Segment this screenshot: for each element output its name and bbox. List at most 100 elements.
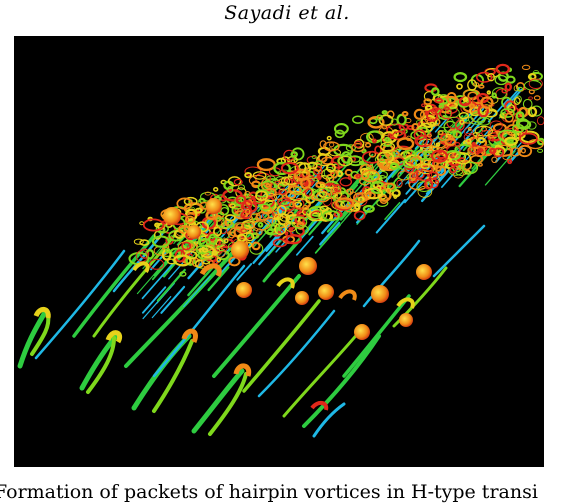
vortex-fragment — [272, 238, 288, 248]
vortex-fragment — [242, 199, 253, 210]
vortex-fragment — [323, 141, 340, 152]
vortex-fragment — [459, 119, 465, 125]
vortex-fragment — [360, 132, 374, 143]
vortex-fragment — [349, 155, 361, 163]
vortex-fragment — [285, 233, 303, 245]
vortex-fragment — [444, 106, 450, 111]
vortex-fragment — [477, 136, 486, 144]
vortex-fragment — [512, 123, 525, 133]
vortex-fragment — [528, 78, 543, 89]
vortex-fragment — [208, 233, 218, 245]
vortex-fragment — [527, 106, 538, 118]
vortex-fragment — [389, 162, 399, 170]
vortex-fragment — [382, 182, 395, 191]
vortex-leg — [208, 372, 248, 436]
vortex-fragment — [475, 71, 493, 83]
vortex-fragment — [480, 96, 494, 109]
hairpin-head — [236, 282, 252, 298]
vortex-fragment — [415, 170, 425, 180]
vortex-streak — [258, 239, 281, 266]
vortex-fragment — [293, 171, 305, 182]
vortex-fragment — [504, 136, 519, 147]
vortex-fragment — [497, 129, 518, 142]
vortex-streak — [187, 263, 217, 297]
vortex-leg — [30, 314, 51, 356]
vortex-fragment — [283, 149, 296, 161]
vortex-fragment — [458, 112, 470, 120]
vortex-fragment — [513, 97, 521, 105]
vortex-leg — [302, 334, 381, 428]
vortex-fragment — [339, 177, 353, 187]
vortex-streak — [308, 218, 324, 236]
vortex-fragment — [220, 206, 229, 216]
vortex-fragment — [284, 231, 289, 236]
hairpin-head — [396, 297, 415, 309]
vortex-fragment — [417, 124, 428, 134]
vortex-fragment — [473, 145, 486, 158]
vortex-fragment — [155, 223, 169, 234]
vortex-fragment — [351, 142, 365, 153]
vortex-streak — [160, 285, 186, 314]
vortex-fragment — [248, 174, 267, 187]
vortex-fragment — [536, 116, 544, 126]
vortex-fragment — [326, 182, 332, 187]
vortex-fragment — [216, 217, 232, 229]
vortex-fragment — [213, 247, 221, 254]
vortex-leg — [124, 249, 236, 368]
vortex-fragment — [396, 137, 415, 151]
vortex-fragment — [354, 140, 363, 148]
hairpin-head — [354, 324, 370, 340]
vortex-leg — [242, 299, 321, 393]
vortex-fragment — [462, 161, 479, 175]
vortex-fragment — [274, 222, 287, 235]
vortex-fragment — [417, 163, 436, 175]
vortex-streak — [271, 239, 301, 273]
hairpin-head — [187, 225, 201, 239]
vortex-fragment — [528, 96, 533, 100]
vortex-fragment — [420, 114, 438, 129]
vortex-fragment — [528, 89, 535, 95]
vortex-fragment — [504, 82, 512, 92]
turbulent-region — [128, 63, 544, 320]
vortex-fragment — [472, 144, 480, 153]
vortex-fragment — [519, 132, 538, 145]
vortex-fragment — [257, 221, 264, 228]
vortex-fragment — [185, 255, 196, 266]
vortex-streak — [151, 296, 172, 319]
vortex-fragment — [246, 199, 253, 206]
vortex-fragment — [380, 141, 396, 152]
vortex-fragment — [513, 85, 519, 92]
vortex-fragment — [149, 258, 165, 270]
vortex-fragment — [307, 161, 318, 170]
vortex-fragment — [318, 191, 328, 198]
vortex-fragment — [201, 247, 209, 253]
vortex-fragment — [334, 129, 345, 139]
vortex-fragment — [293, 186, 303, 195]
vortex-fragment — [452, 130, 463, 139]
vortex-streak — [375, 199, 407, 234]
vortex-fragment — [360, 167, 369, 176]
vortex-fragment — [319, 183, 325, 189]
vortex-fragment — [413, 129, 427, 141]
vortex-fragment — [364, 142, 372, 148]
running-head: Sayadi et al. — [224, 2, 350, 24]
hairpin-head — [416, 264, 432, 280]
vortex-fragment — [285, 214, 301, 225]
vortex-fragment — [533, 95, 541, 101]
vortex-streak — [487, 98, 509, 123]
vortex-fragment — [376, 158, 389, 168]
vortex-fragment — [322, 210, 340, 222]
vortex-fragment — [429, 145, 434, 150]
vortex-fragment — [245, 208, 251, 215]
vortex-fragment — [367, 116, 385, 129]
vortex-fragment — [515, 95, 522, 104]
vortex-fragment — [323, 166, 336, 179]
vortex-fragment — [241, 221, 255, 231]
vortex-fragment — [244, 190, 251, 198]
vortex-fragment — [413, 108, 426, 120]
vortex-fragment — [536, 137, 544, 146]
vortex-fragment — [477, 116, 491, 126]
vortex-fragment — [376, 114, 384, 121]
vortex-fragment — [256, 158, 276, 172]
vortex-fragment — [396, 179, 403, 188]
